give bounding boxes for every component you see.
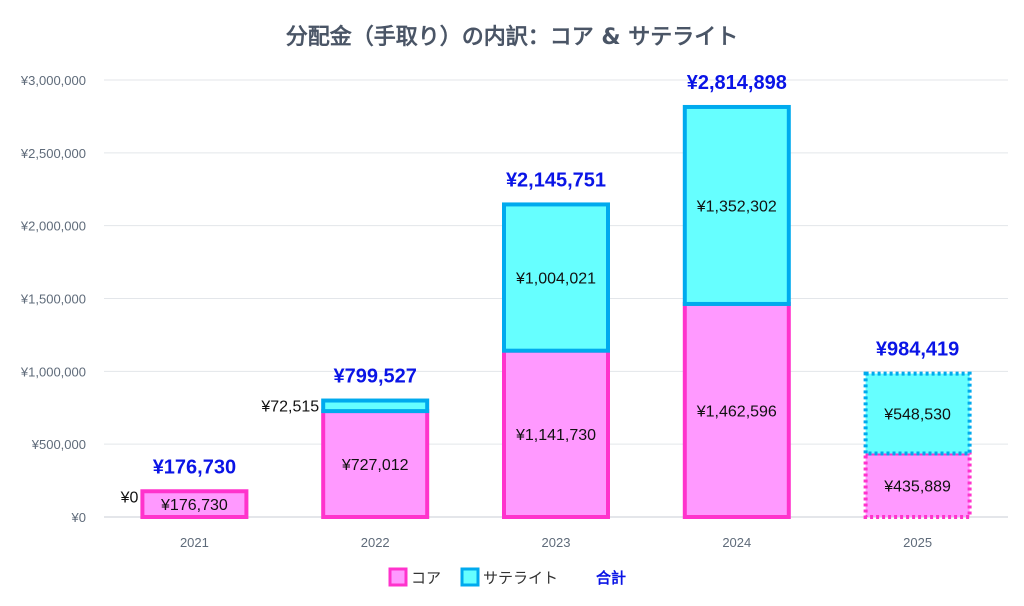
y-tick-label: ¥3,000,000 (20, 73, 86, 88)
legend-label-satellite: サテライト (483, 569, 558, 587)
total-value-label: ¥2,814,898 (687, 72, 787, 94)
core-value-label: ¥1,141,730 (515, 427, 596, 444)
bar-satellite-2025 (863, 371, 972, 456)
satellite-value-label: ¥1,004,021 (515, 271, 596, 288)
y-tick-label: ¥2,500,000 (20, 146, 86, 161)
legend: コア サテライト 合計 (388, 567, 626, 587)
bar-satellite-2022 (321, 398, 430, 414)
legend-swatch-core (388, 567, 408, 587)
legend-label-core: コア (411, 569, 441, 587)
total-value-label: ¥984,419 (876, 339, 959, 361)
bars: ¥176,730 ¥0 ¥176,730 ¥727,012 ¥72,515 ¥799,52… (120, 72, 972, 519)
x-tick-label: 2022 (361, 535, 390, 550)
bar-core-2024 (682, 301, 791, 519)
legend-swatch-satellite (460, 567, 480, 587)
chart-title: 分配金（手取り）の内訳：コア & サテライト (286, 24, 739, 50)
y-tick-label: ¥0 (71, 510, 86, 525)
total-value-label: ¥799,527 (333, 366, 416, 388)
bar-core-2023 (502, 348, 610, 519)
y-tick-label: ¥500,000 (31, 437, 86, 452)
total-value-label: ¥176,730 (153, 456, 236, 478)
x-axis-ticks: 2021 2022 2023 2024 2025 (180, 535, 932, 550)
bar-satellite-2023 (502, 202, 610, 353)
y-tick-label: ¥2,000,000 (20, 219, 86, 234)
satellite-value-label: ¥1,352,302 (696, 198, 777, 215)
core-value-label: ¥176,730 (160, 497, 228, 514)
bar-satellite-2024 (682, 104, 791, 306)
y-tick-label: ¥1,500,000 (20, 292, 86, 307)
bar-core-2025 (863, 451, 972, 519)
y-axis-ticks: ¥0 ¥500,000 ¥1,000,000 ¥1,500,000 ¥2,000,000… (20, 73, 86, 525)
x-tick-label: 2023 (542, 535, 571, 550)
x-tick-label: 2021 (180, 535, 209, 550)
x-tick-label: 2024 (722, 535, 751, 550)
legend-label-total: 合計 (595, 569, 626, 587)
satellite-value-label: ¥72,515 (260, 399, 319, 416)
core-value-label: ¥435,889 (883, 478, 951, 495)
satellite-value-label: ¥0 (120, 489, 139, 506)
bar-core-2021 (140, 489, 249, 519)
x-tick-label: 2025 (903, 535, 932, 550)
y-tick-label: ¥1,000,000 (20, 364, 86, 379)
bar-core-2022 (321, 409, 430, 519)
total-value-label: ¥2,145,751 (506, 169, 606, 191)
core-value-label: ¥1,462,596 (696, 403, 777, 420)
satellite-value-label: ¥548,530 (883, 407, 951, 424)
core-value-label: ¥727,012 (341, 457, 409, 474)
